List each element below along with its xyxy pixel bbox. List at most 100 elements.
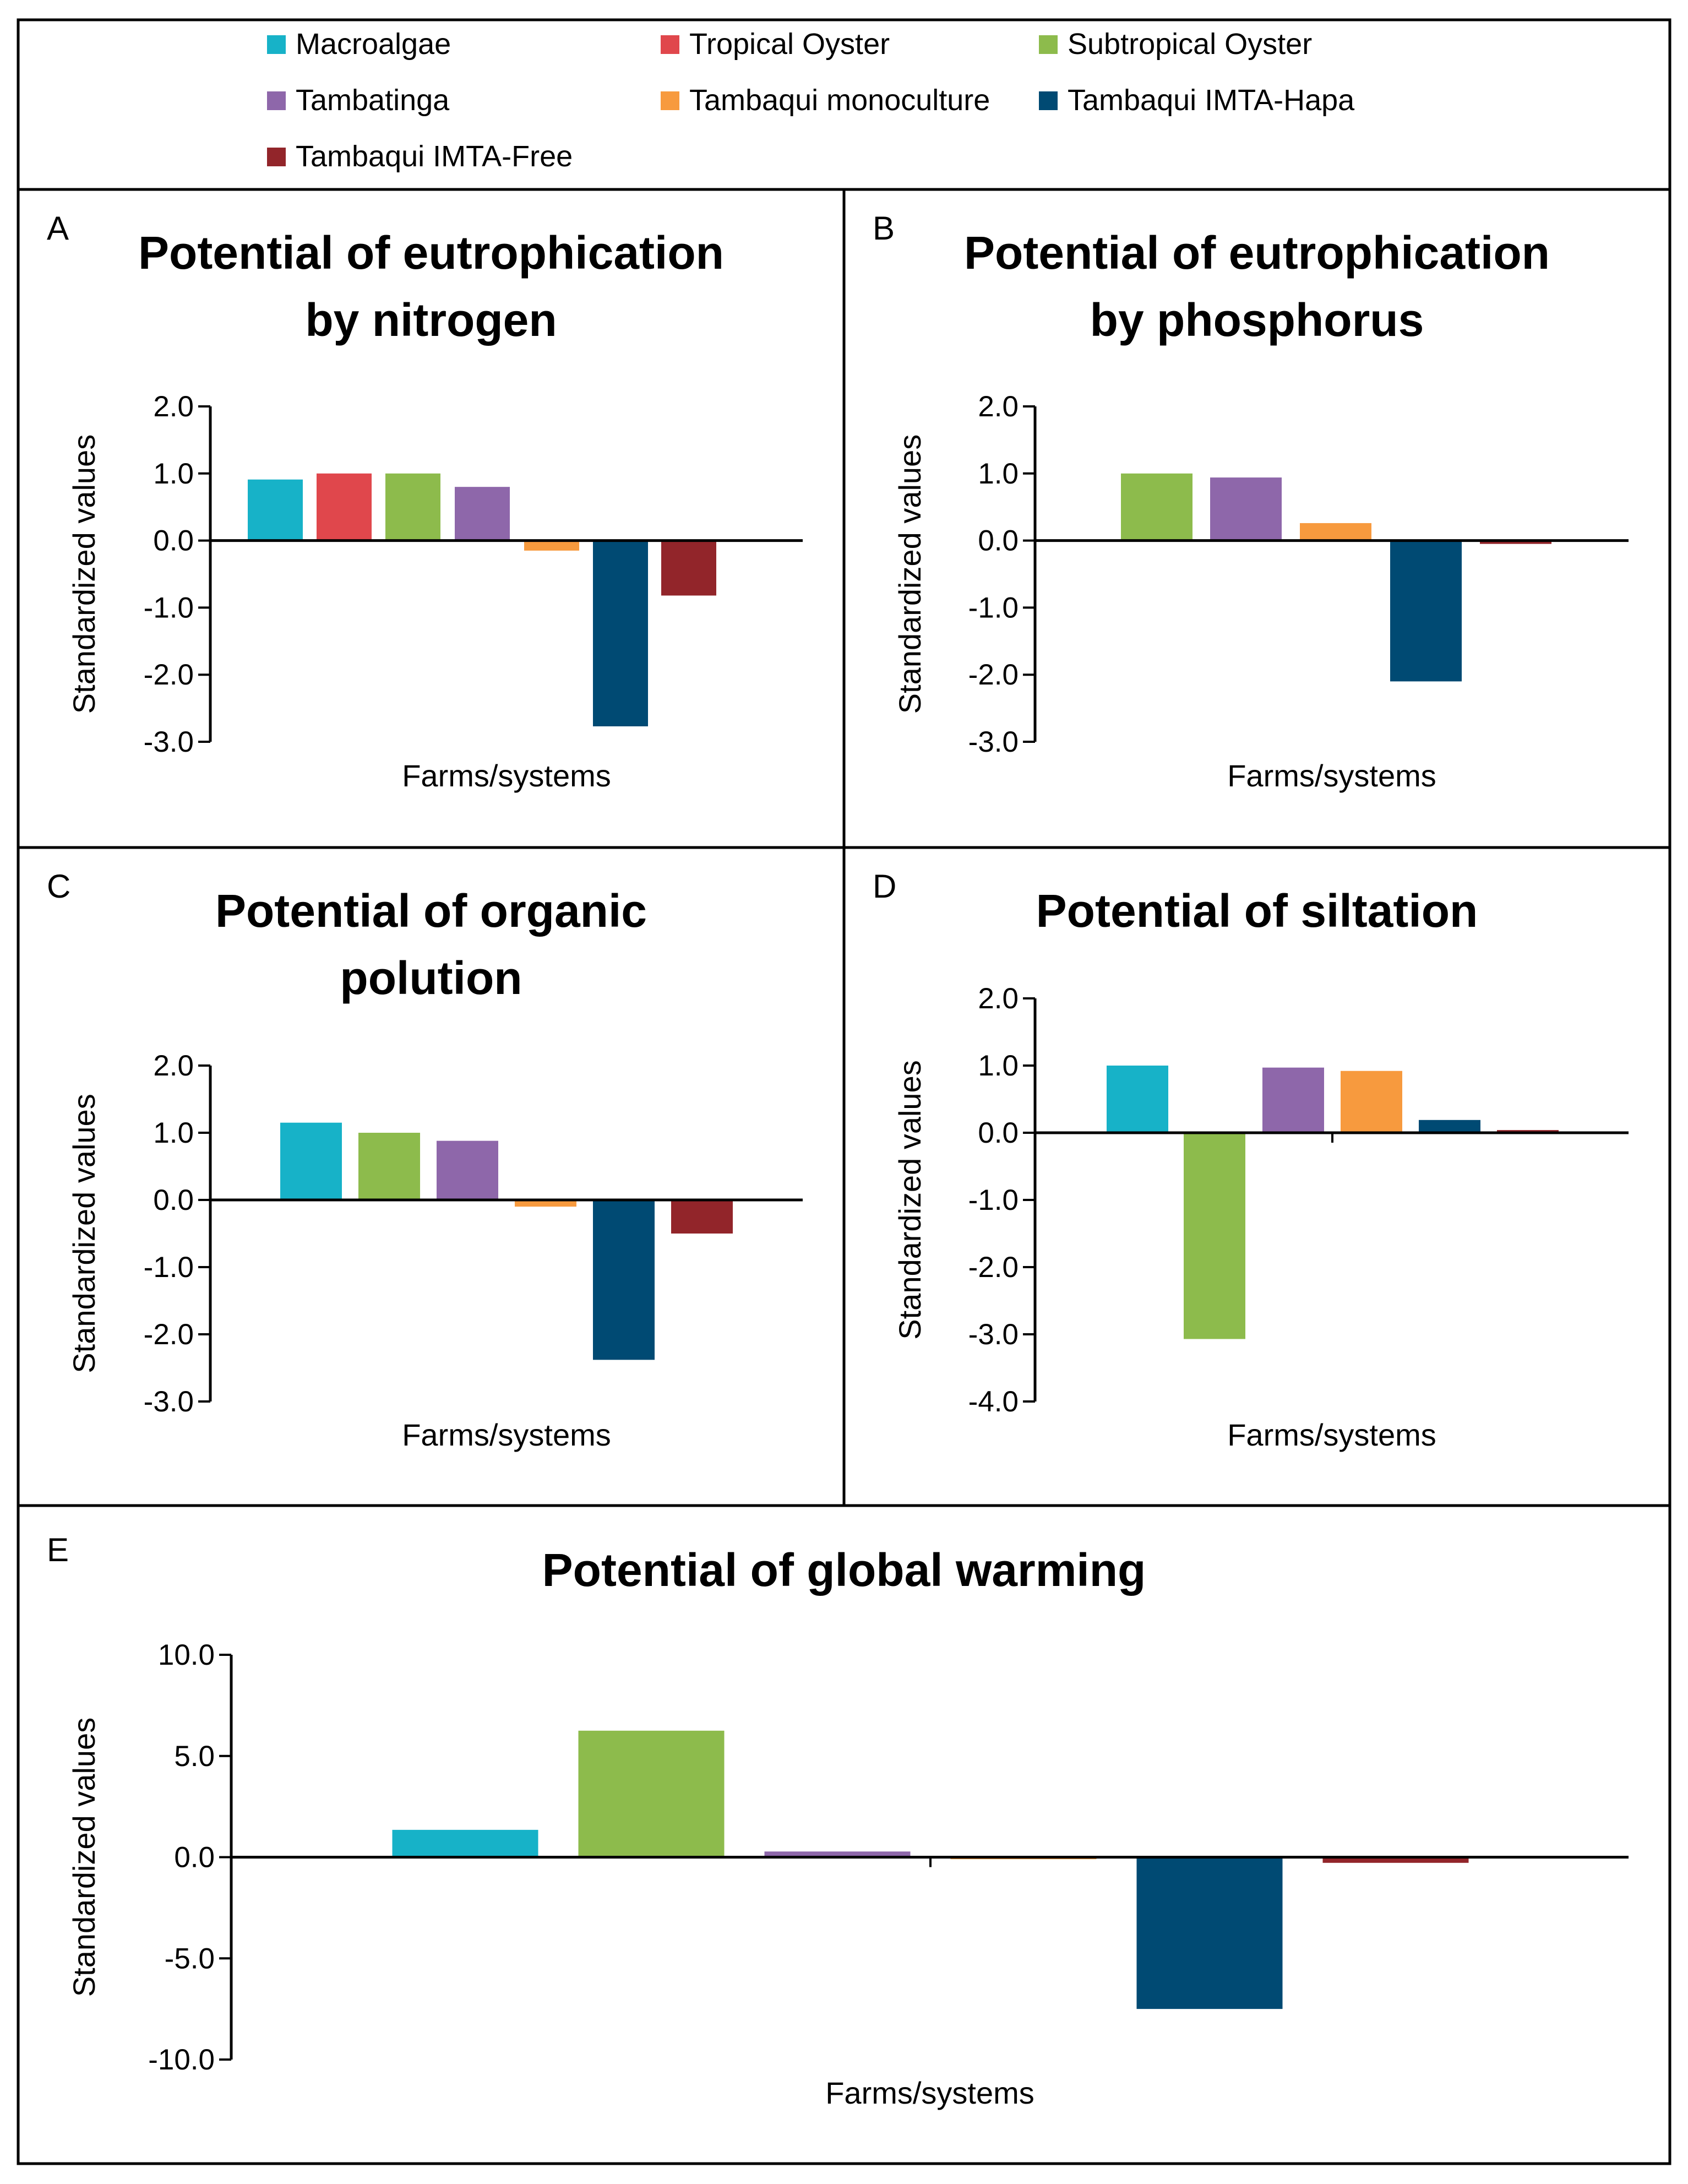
y-axis-label: Standardized values [67,1094,101,1373]
legend-label: Tropical Oyster [689,28,890,61]
legend-swatch [267,91,286,110]
x-axis-label: Farms/systems [402,758,611,793]
chart-title-line: Potential of eutrophication [964,227,1550,279]
chart-title-line: Potential of eutrophication [138,227,724,279]
bar-tambaqui-monoculture [524,540,579,551]
y-tick-label: 10.0 [158,1639,215,1671]
bar-subtropical-oyster [385,473,440,541]
legend-swatch [661,35,679,54]
y-tick-label: -3.0 [968,726,1019,758]
panel-c-organic-polution: C Potential of organic polution 2.0 1.0 0.0 -1… [47,868,803,1452]
legend-item-tropical-oyster: Tropical Oyster [661,28,890,61]
y-axis-label: Standardized values [67,434,101,714]
y-tick-label: -2.0 [144,659,194,691]
y-tick-label: -1.0 [968,1184,1019,1216]
bar-tambaqui-monoculture [1341,1071,1402,1133]
chart-title-line: Potential of organic [215,885,647,937]
y-tick-label: 1.0 [153,1117,194,1149]
y-tick-label: 2.0 [978,982,1019,1015]
legend: Macroalgae Tropical Oyster Subtropical Oys… [267,28,1355,173]
bar-tropical-oyster [317,473,372,541]
y-tick-label: 1.0 [978,1050,1019,1082]
bar-tambaqui-imta-free [1322,1857,1469,1863]
legend-swatch [1039,35,1058,54]
y-tick-label: 0.0 [978,1117,1019,1149]
legend-label: Tambaqui IMTA-Free [296,140,573,173]
y-tick-label: -1.0 [144,591,194,624]
y-tick-label: 0.0 [978,525,1019,557]
y-tick-label: -1.0 [144,1251,194,1284]
bar-tambatinga [1262,1067,1324,1133]
chart-title-line: Potential of global warming [542,1544,1146,1596]
y-tick-label: -3.0 [144,726,194,758]
y-tick-label: -2.0 [968,659,1019,691]
legend-swatch [661,91,679,110]
bar-tambaqui-imta-free [661,540,716,596]
legend-label: Tambatinga [296,84,450,117]
legend-label: Macroalgae [296,28,451,61]
y-tick-label: 5.0 [174,1740,215,1773]
chart-title-line: Potential of siltation [1036,885,1478,937]
legend-label: Tambaqui monoculture [689,84,990,117]
bar-tambatinga [764,1851,911,1857]
panel-letter: C [47,868,70,905]
panel-letter: B [873,210,895,247]
bar-tambatinga [455,487,510,541]
bar-tambatinga [1210,477,1282,541]
y-tick-label: 1.0 [153,458,194,490]
y-tick-label: -5.0 [165,1942,215,1975]
y-tick-label: 2.0 [153,1050,194,1082]
bar-subtropical-oyster [1184,1133,1245,1339]
panel-a-eutrophication-nitrogen: A Potential of eutrophication by nitrogen 2… [47,210,803,793]
y-axis-label: Standardized values [67,1718,101,1997]
x-axis-label: Farms/systems [825,2076,1034,2110]
panel-b-eutrophication-phosphorus: B Potential of eutrophication by phosphoru… [873,210,1629,793]
legend-label: Subtropical Oyster [1068,28,1312,61]
y-tick-label: 1.0 [978,458,1019,490]
x-axis-label: Farms/systems [1227,1417,1436,1452]
chart-title-line: by nitrogen [305,294,557,346]
legend-swatch [1039,91,1058,110]
bar-tambaqui-monoculture [1300,523,1371,541]
y-axis-label: Standardized values [892,1060,927,1339]
y-tick-label: 2.0 [978,390,1019,423]
y-tick-label: -2.0 [144,1318,194,1351]
y-tick-label: -10.0 [148,2044,215,2076]
legend-item-tambatinga: Tambatinga [267,84,450,117]
bar-tambaqui-monoculture [515,1200,576,1207]
y-axis-label: Standardized values [892,434,927,714]
bar-tambaqui-imta-hapa [1136,1857,1283,2009]
panel-c-box [17,846,846,1507]
legend-swatch [267,35,286,54]
y-tick-label: 2.0 [153,390,194,423]
panel-e-box [17,1504,1671,2165]
bar-macroalgae [280,1122,342,1200]
legend-swatch [267,148,286,166]
panel-e-global-warming: E Potential of global warming 10.0 5.0 0.0 -5… [47,1531,1629,2110]
y-tick-label: 0.0 [153,525,194,557]
x-axis-label: Farms/systems [402,1417,611,1452]
y-tick-label: -2.0 [968,1251,1019,1284]
legend-label: Tambaqui IMTA-Hapa [1068,84,1355,117]
y-tick-label: -3.0 [144,1386,194,1418]
y-tick-label: 0.0 [174,1841,215,1874]
chart-title-line: by phosphorus [1090,294,1424,346]
bar-tambaqui-imta-hapa [593,1200,655,1360]
x-axis-label: Farms/systems [1227,758,1436,793]
bar-macroalgae [248,479,303,541]
legend-item-subtropical-oyster: Subtropical Oyster [1039,28,1312,61]
bar-subtropical-oyster [1121,473,1193,541]
chart-title-line: polution [340,952,522,1004]
legend-item-macroalgae: Macroalgae [267,28,451,61]
bar-tambaqui-imta-hapa [593,540,648,726]
y-tick-label: -3.0 [968,1318,1019,1351]
legend-item-tambaqui-monoculture: Tambaqui monoculture [661,84,990,117]
legend-item-tambaqui-imta-hapa: Tambaqui IMTA-Hapa [1039,84,1355,117]
bar-tambaqui-imta-hapa [1419,1120,1480,1133]
bar-subtropical-oyster [578,1730,725,1857]
y-tick-label: 0.0 [153,1184,194,1216]
bar-tambatinga [437,1140,498,1200]
bar-subtropical-oyster [358,1133,420,1200]
panel-letter: A [47,210,69,247]
